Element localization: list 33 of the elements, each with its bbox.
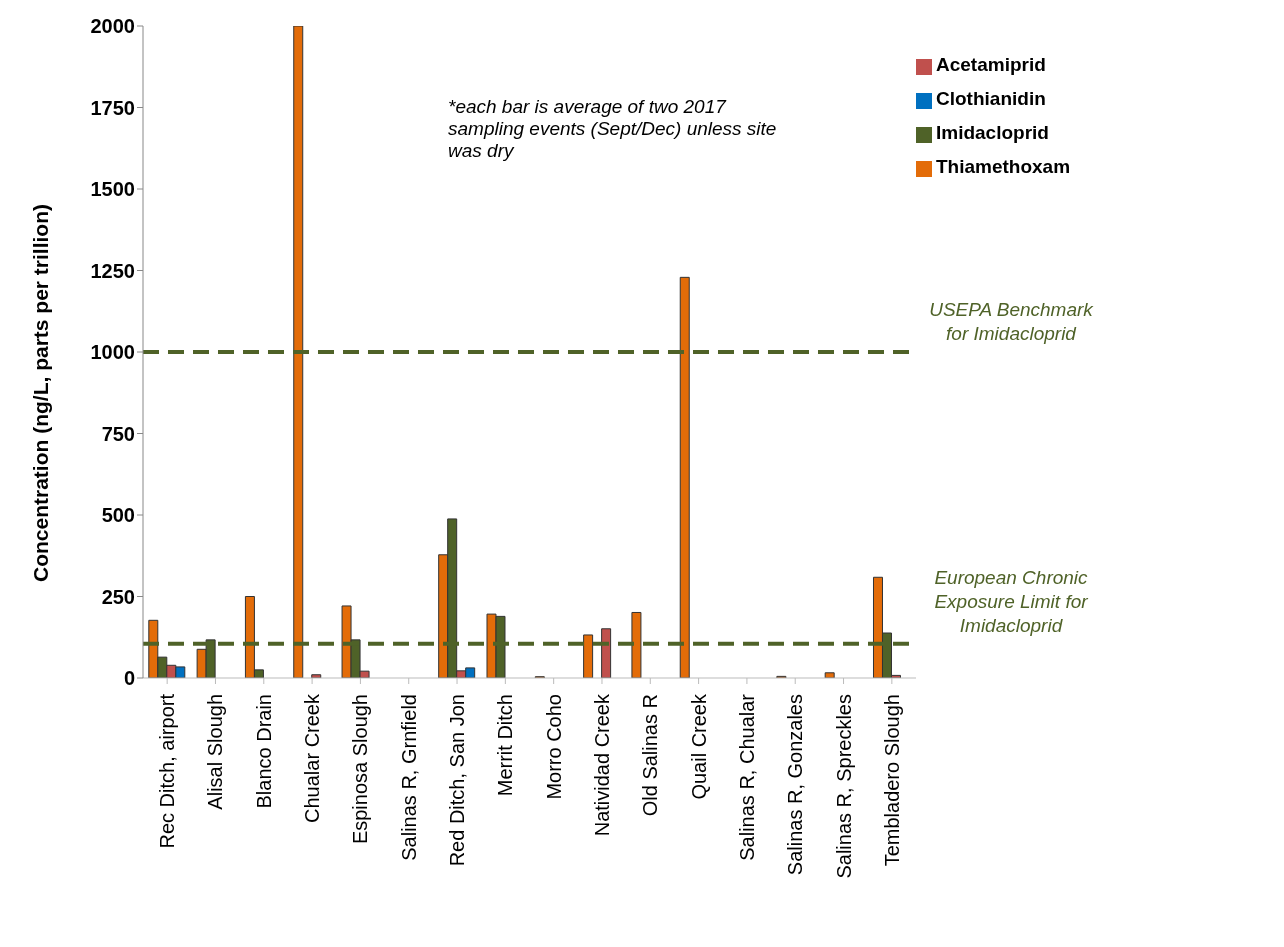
- x-tick-label: Salinas R, Chualar: [735, 693, 758, 861]
- ref-line-label: USEPA Benchmark for Imidacloprid: [929, 299, 1095, 344]
- x-tick-label: Rec Ditch, airport: [156, 693, 179, 849]
- y-axis-title: Concentration (ng/L, parts per trillion): [29, 204, 53, 582]
- x-tick-label: Old Salinas R: [639, 694, 662, 817]
- y-tick-label: 500: [101, 504, 135, 527]
- x-tick-label: Salinas R, Gonzales: [784, 694, 807, 876]
- x-tick-label: Salinas R, Grnfield: [397, 694, 420, 861]
- ref-line-label: European Chronic Exposure Limit for Imidacloprid: [934, 566, 1089, 636]
- x-tick-label: Blanco Drain: [252, 694, 275, 809]
- y-tick-label: 250: [101, 585, 135, 608]
- legend-label: Clothianidin: [936, 88, 1046, 109]
- y-tick-label: 750: [101, 422, 135, 445]
- x-tick-label: Alisal Slough: [204, 694, 227, 810]
- x-tick-label: Quail Creek: [687, 693, 710, 800]
- x-tick-label: Red Ditch, San Jon: [446, 694, 469, 867]
- y-tick-label: 0: [123, 667, 135, 690]
- y-tick-label: 1250: [90, 259, 135, 282]
- legend-label: Thiamethoxam: [936, 156, 1071, 177]
- legend-label: Imidacloprid: [936, 122, 1049, 143]
- y-tick-label: 1500: [90, 178, 135, 201]
- x-tick-label: Salinas R, Spreckles: [832, 694, 855, 879]
- x-tick-label: Morro Coho: [542, 694, 565, 800]
- y-tick-label: 2000: [90, 15, 135, 38]
- annotation: *each bar is average of two 2017 sampling events (Sept/Dec) unless site was dry: [448, 96, 778, 162]
- y-tick-label: 1000: [90, 341, 135, 364]
- x-tick-label: Chualar Creek: [301, 693, 324, 823]
- x-tick-label: Natividad Creek: [590, 693, 613, 837]
- legend-label: Acetamiprid: [936, 54, 1046, 75]
- x-tick-label: Merrit Ditch: [494, 694, 517, 797]
- y-tick-label: 1750: [90, 96, 135, 119]
- x-tick-label: Tembladero Slough: [880, 694, 903, 867]
- x-tick-label: Espinosa Slough: [349, 694, 372, 845]
